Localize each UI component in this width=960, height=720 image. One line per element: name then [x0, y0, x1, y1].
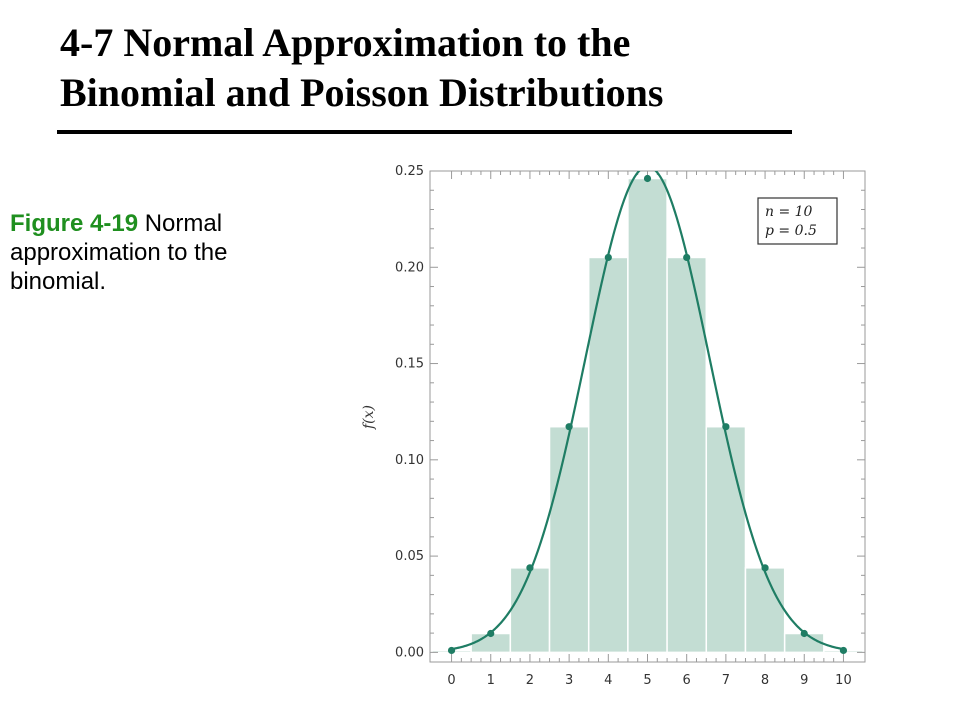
- figure-caption: Figure 4-19 Normal approximation to the …: [10, 209, 310, 296]
- point-0: [447, 646, 456, 655]
- y-tick-label: 0.05: [395, 549, 424, 564]
- x-tick-label: 2: [526, 673, 534, 688]
- x-tick-label: 9: [800, 673, 808, 688]
- point-8: [761, 564, 769, 572]
- legend-n: n = 10: [765, 204, 813, 220]
- bar-5: [627, 177, 668, 654]
- point-4: [604, 253, 612, 262]
- bar-3: [548, 425, 590, 654]
- x-tick-label: 3: [565, 673, 573, 688]
- point-6: [683, 253, 691, 262]
- x-tick-label: 8: [761, 673, 769, 688]
- bars-layer: [431, 177, 864, 654]
- legend-box: [757, 197, 838, 245]
- bar-8: [744, 567, 786, 654]
- title-line-2: Binomial and Poisson Distributions: [60, 70, 664, 115]
- figure-label: Figure 4-19: [10, 210, 139, 237]
- point-1: [487, 629, 495, 638]
- x-tick-label: 10: [835, 673, 852, 688]
- point-5: [643, 174, 652, 183]
- x-tick-label: 0: [447, 673, 455, 688]
- y-axis-title: f(x): [361, 405, 377, 430]
- y-tick-label: 0.25: [395, 164, 424, 179]
- point-10: [839, 646, 848, 655]
- x-tick-label: 1: [487, 673, 495, 688]
- binomial-normal-chart: 0.00 0.05 0.10 0.15 0.20 0.25 0 1 2 3 4 5 6 7 8 9 10 f(…: [361, 164, 866, 688]
- points-layer: [447, 174, 848, 655]
- y-axis-ticks: 0.00 0.05 0.10 0.15 0.20 0.25: [395, 164, 424, 660]
- x-tick-label: 6: [683, 673, 691, 688]
- normal-curve: [451, 171, 844, 651]
- x-tick-label: 5: [643, 673, 651, 688]
- x-tick-label: 4: [604, 673, 612, 688]
- bar-7: [705, 425, 747, 654]
- figure-caption-text: Normal approximation to the binomial.: [10, 210, 228, 295]
- bar-2: [509, 567, 551, 654]
- curve-layer: [451, 171, 844, 651]
- y-tick-label: 0.00: [395, 645, 424, 660]
- title-underline: [57, 130, 792, 134]
- legend: n = 10 p = 0.5: [757, 197, 838, 245]
- y-tick-label: 0.20: [395, 260, 424, 275]
- point-9: [800, 629, 808, 638]
- plot-frame: [429, 170, 866, 663]
- slide-title: 4-7 Normal Approximation to the Binomial…: [60, 18, 820, 118]
- title-line-1: 4-7 Normal Approximation to the: [60, 20, 631, 65]
- point-3: [565, 423, 573, 431]
- point-2: [526, 564, 534, 572]
- x-tick-label: 7: [722, 673, 730, 688]
- legend-p: p = 0.5: [765, 223, 817, 239]
- y-tick-label: 0.10: [395, 453, 424, 468]
- y-tick-label: 0.15: [395, 357, 424, 372]
- x-axis-ticks: 0 1 2 3 4 5 6 7 8 9 10: [447, 673, 851, 688]
- point-7: [722, 423, 730, 431]
